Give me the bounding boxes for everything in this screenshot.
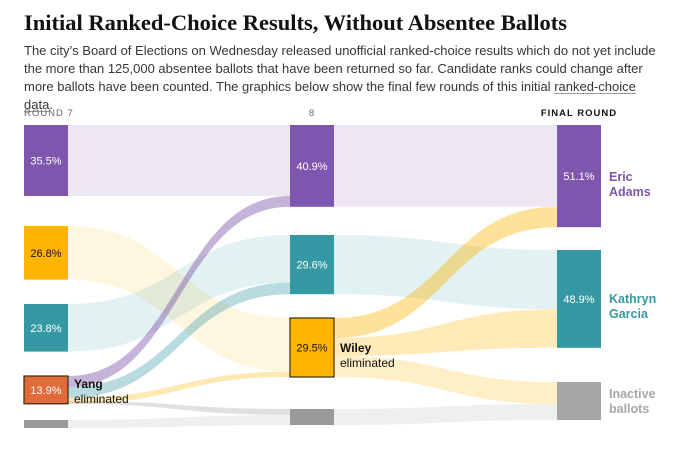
flow-yang-to-garcia [68,282,290,398]
yang-name: Yang [74,377,103,391]
inactive-label-line1: Inactive [609,387,656,401]
flow-wiley-r7-r8 [68,226,290,372]
flow-garcia-r7-r8 [68,235,290,352]
pct-final-adams: 51.1% [563,171,594,183]
flow-yang-to-wiley [68,371,290,404]
flow-wiley-to-garcia [334,309,557,356]
flow-inactive-r8-final [334,404,557,425]
adams-label-line2: Adams [609,185,651,199]
chart-title: Initial Ranked-Choice Results, Without A… [24,10,567,35]
round-label-8: 8 [309,108,315,119]
node-r7-garcia[interactable] [24,304,68,352]
round-label-final: FINAL ROUND [541,108,617,119]
ranked-choice-data-link[interactable]: ranked-choice data [24,79,636,112]
node-layer [23,125,601,428]
pct-r8-wiley: 29.5% [296,343,327,355]
yang-eliminated: eliminated [74,392,129,406]
node-r7-adams[interactable] [24,125,68,196]
pct-r8-garcia: 29.6% [296,260,327,272]
inactive-label-line2: ballots [609,402,649,416]
garcia-label-line1: Kathryn [609,292,656,306]
flow-wiley-to-adams [334,206,557,338]
pct-r7-garcia: 23.8% [30,323,61,335]
pct-r7-yang: 13.9% [30,385,61,397]
flow-adams-r8-final [334,125,557,207]
flow-garcia-r8-final [334,235,557,310]
subtitle-text: The city’s Board of Elections on Wednesd… [24,43,656,94]
node-final-adams[interactable] [557,125,601,228]
flow-yang-to-adams [68,196,290,387]
node-r7-inactive[interactable] [24,420,68,428]
flow-layer [68,125,557,428]
pct-r8-adams: 40.9% [296,161,327,173]
subtitle-end: . [49,97,53,112]
flow-yang-to-inactive [68,400,290,415]
garcia-label-line2: Garcia [609,307,649,321]
label-layer: ROUND 7 8 FINAL ROUND 35.5% 26.8% 23.8% 13.9% 4… [24,108,656,416]
pct-final-garcia: 48.9% [563,294,594,306]
node-final-garcia[interactable] [557,250,601,348]
wiley-name: Wiley [340,341,372,355]
node-r8-wiley[interactable] [289,317,335,378]
pct-r7-adams: 35.5% [30,156,61,168]
flow-wiley-to-inactive [334,356,557,404]
node-r7-wiley[interactable] [24,226,68,280]
node-r8-inactive[interactable] [290,409,334,425]
adams-label-line1: Eric [609,170,633,184]
pct-r7-wiley: 26.8% [30,248,61,260]
node-final-inactive[interactable] [557,382,601,420]
chart-subtitle: The city’s Board of Elections on Wednesd… [24,42,664,114]
wiley-eliminated: eliminated [340,356,395,370]
node-r8-adams[interactable] [290,125,334,207]
node-r8-garcia[interactable] [290,235,334,295]
flow-inactive-r7-r8 [68,415,290,428]
node-r7-yang[interactable] [23,375,69,405]
flow-adams-r7-r8 [68,125,290,196]
round-label-7: ROUND 7 [24,108,74,119]
